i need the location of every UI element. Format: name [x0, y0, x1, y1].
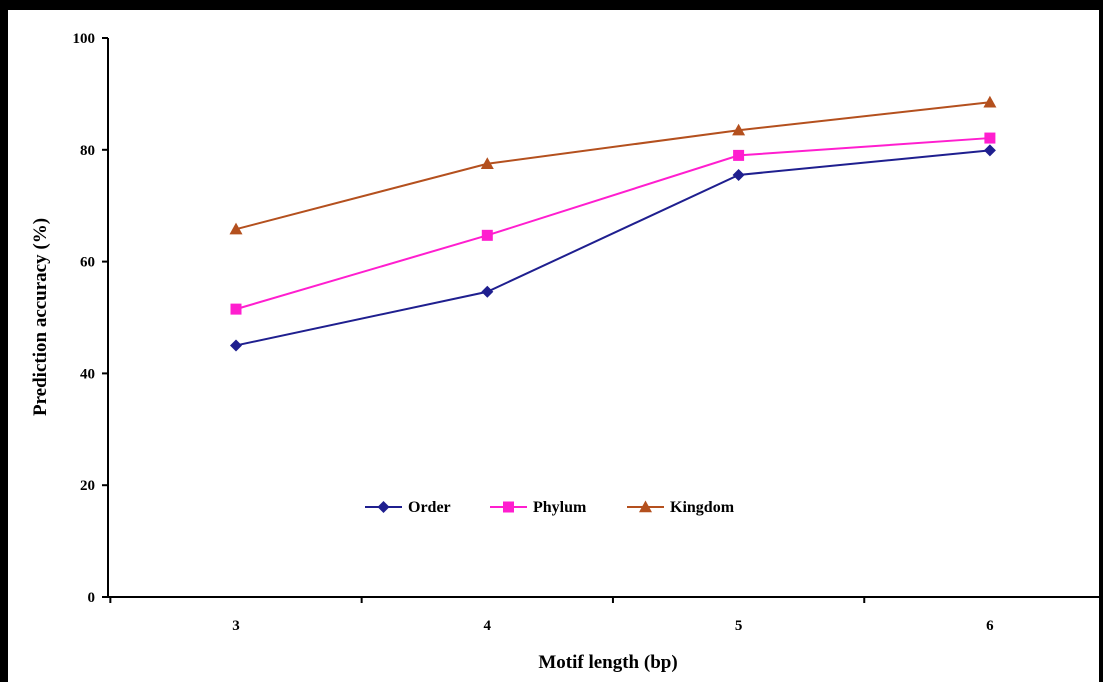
point-phylum	[733, 149, 745, 161]
point-order	[481, 285, 494, 298]
y-tick-label: 60	[80, 255, 95, 271]
series-line-phylum	[235, 137, 990, 311]
series-line-order	[235, 149, 990, 347]
legend-label-order: Order	[408, 499, 451, 516]
ticks: 0 20 40 60 80 100 3 4 5 6	[73, 31, 995, 634]
series-line-kingdom	[235, 101, 991, 231]
axes	[107, 38, 1103, 598]
x-tick-label: 5	[735, 618, 743, 634]
legend-label-kingdom: Kingdom	[670, 499, 735, 516]
point-kingdom	[480, 157, 494, 169]
point-phylum	[230, 303, 242, 315]
x-axis-title: Motif length (bp)	[538, 652, 677, 673]
legend-label-phylum: Phylum	[533, 499, 587, 516]
point-phylum	[984, 132, 996, 144]
point-order	[732, 168, 745, 181]
y-axis-title: Prediction accuracy (%)	[30, 218, 51, 416]
legend-marker-kingdom	[639, 500, 652, 513]
legend-marker-order	[377, 501, 390, 513]
point-kingdom	[983, 95, 997, 108]
point-order	[983, 144, 996, 157]
legend-marker-phylum	[503, 501, 514, 513]
legend: Order Phylum Kingdom	[365, 499, 735, 516]
point-phylum	[481, 229, 493, 241]
point-kingdom	[732, 123, 746, 136]
y-tick-label: 20	[80, 478, 95, 494]
point-kingdom	[229, 222, 243, 235]
series-layer	[229, 95, 997, 352]
y-tick-label: 80	[80, 143, 95, 159]
point-order	[230, 339, 242, 352]
x-tick-label: 4	[484, 618, 492, 634]
x-tick-label: 3	[232, 618, 240, 634]
x-tick-label: 6	[986, 618, 994, 634]
y-tick-label: 0	[88, 590, 96, 606]
y-tick-label: 40	[80, 366, 95, 382]
y-tick-label: 100	[73, 31, 96, 47]
